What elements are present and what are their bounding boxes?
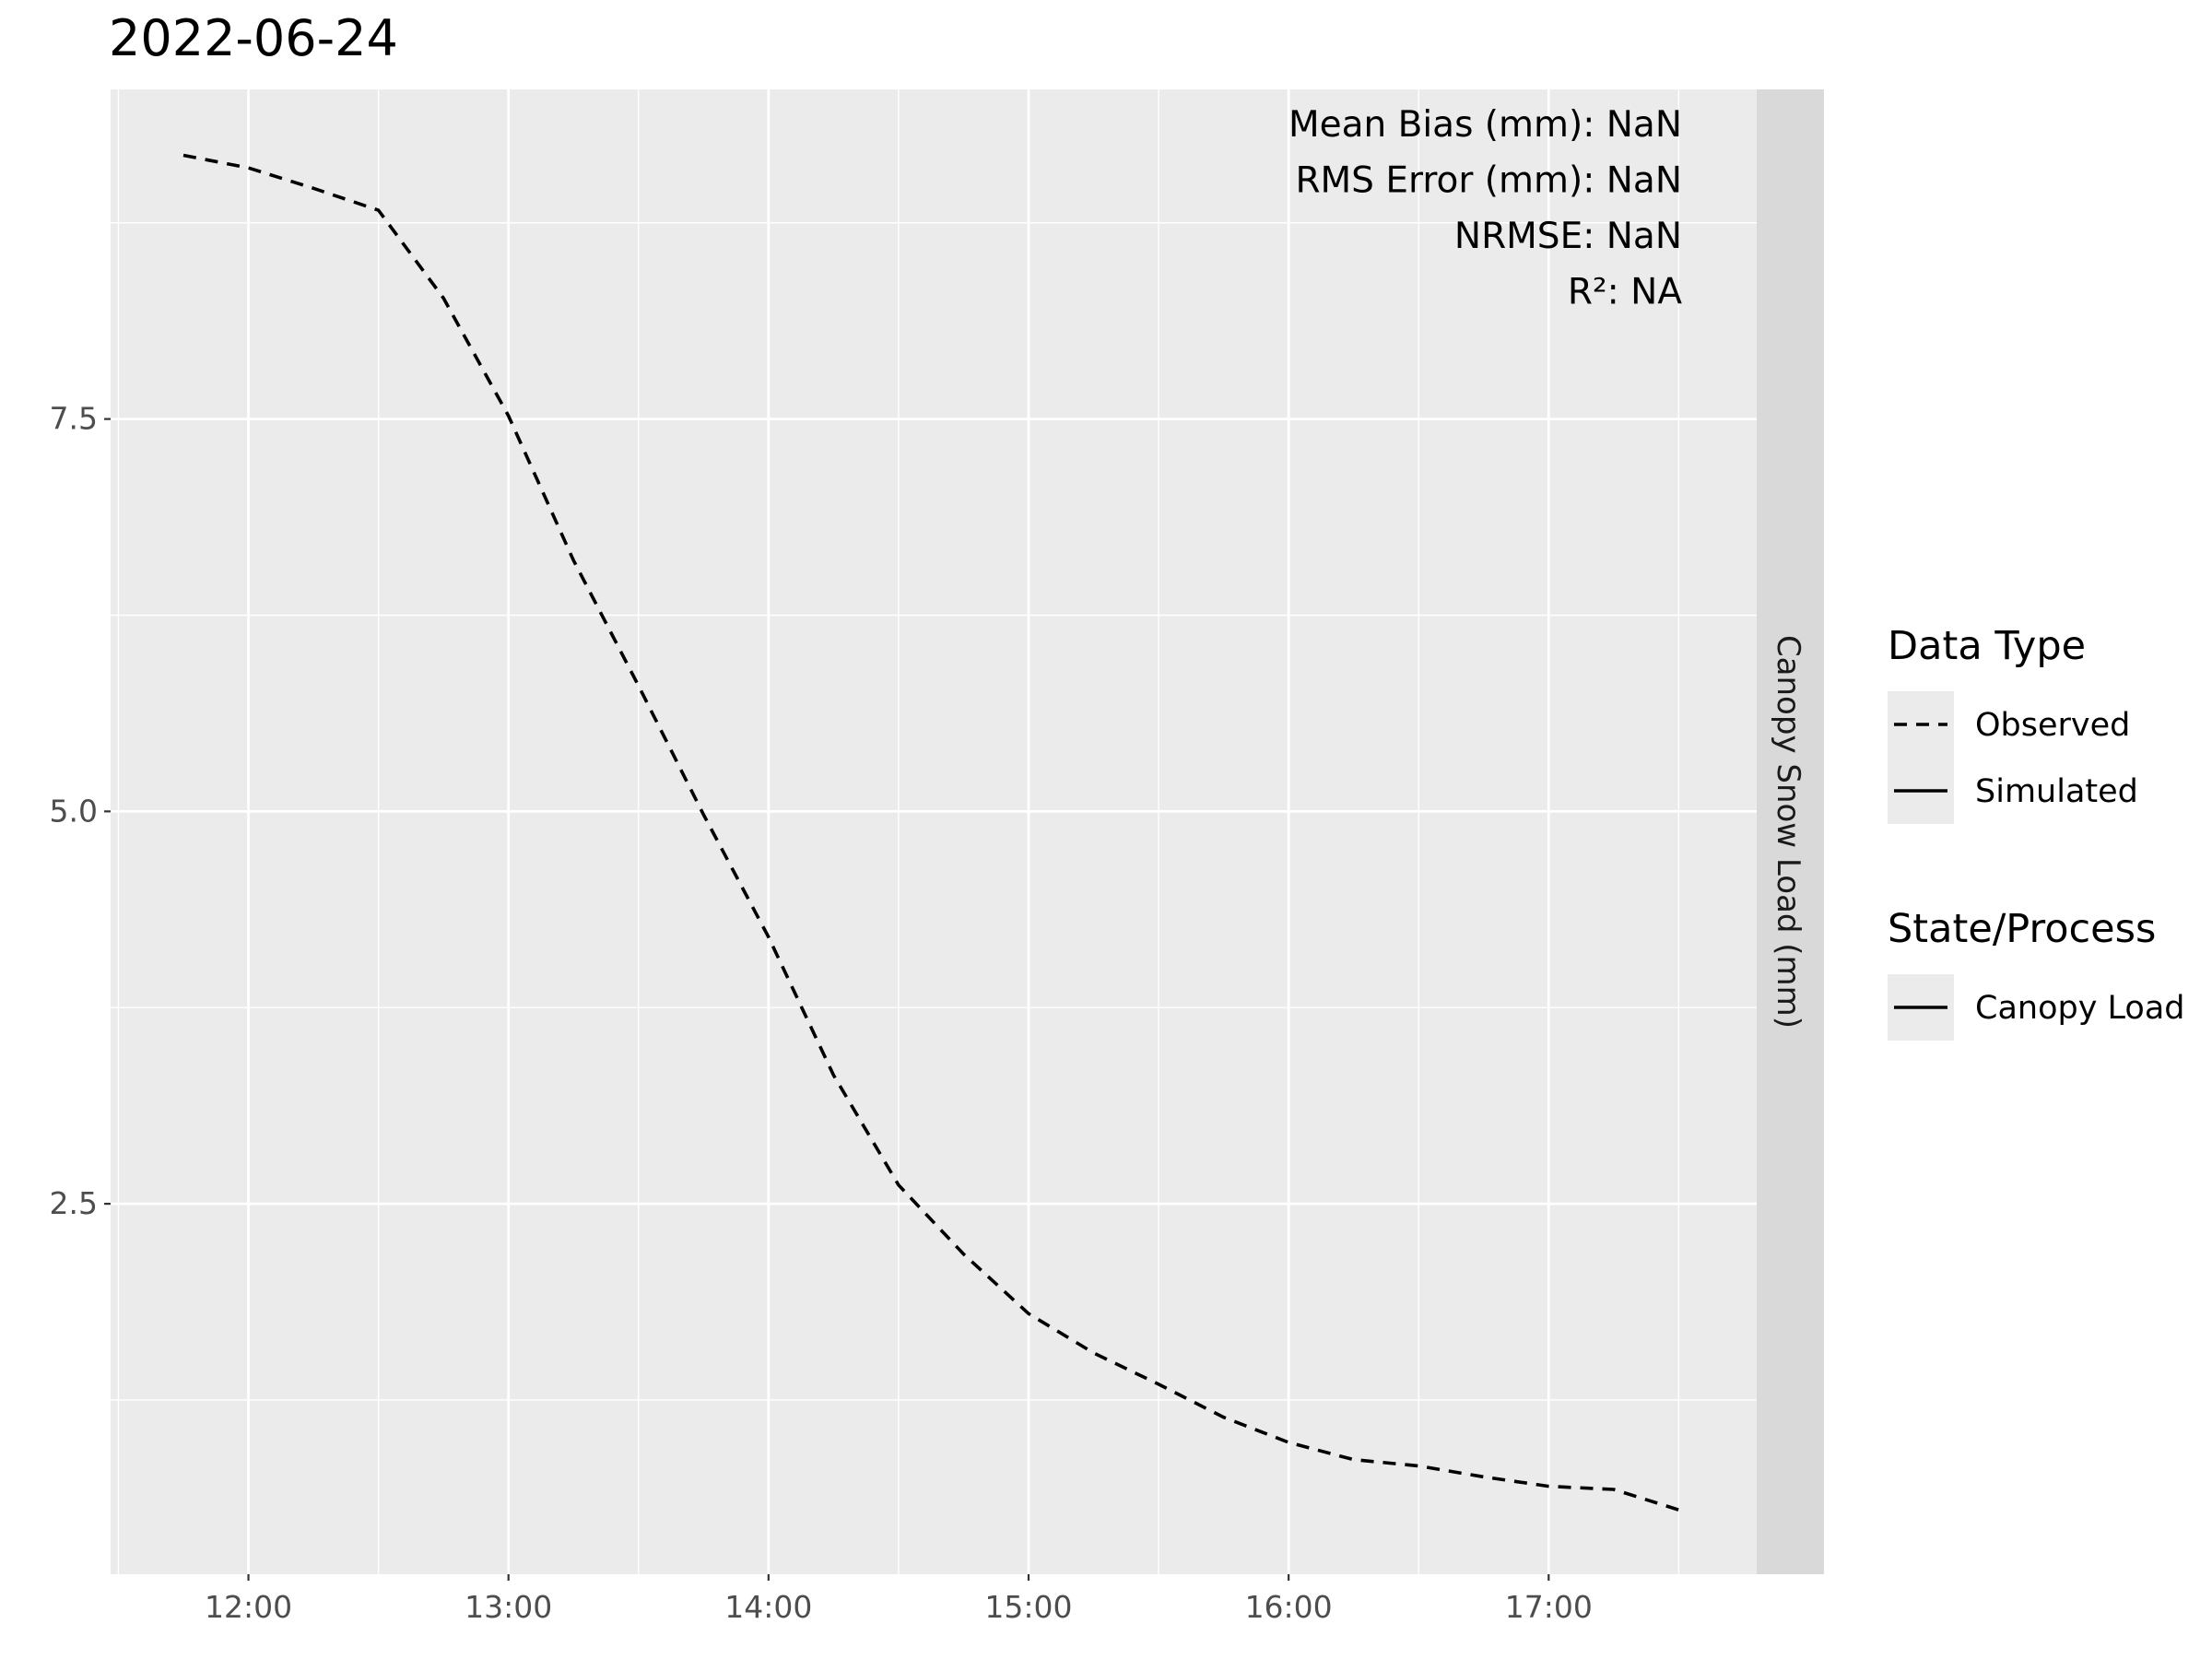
legend-title: Data Type bbox=[1888, 623, 2086, 669]
y-tick-label: 5.0 bbox=[50, 793, 98, 829]
observed-series-line bbox=[182, 153, 1679, 1512]
x-tick-label: 12:00 bbox=[205, 1589, 292, 1625]
x-tick-label: 16:00 bbox=[1245, 1589, 1333, 1625]
y-tick-label: 7.5 bbox=[50, 401, 98, 437]
y-axis-ticks: 2.5 5.0 7.5 bbox=[50, 401, 111, 1221]
legend-label: Canopy Load bbox=[1975, 990, 2185, 1027]
x-axis-ticks: 12:00 13:00 14:00 15:00 16:00 17:00 bbox=[205, 1574, 1593, 1625]
x-tick-label: 17:00 bbox=[1505, 1589, 1593, 1625]
major-x-gridlines bbox=[247, 89, 1550, 1574]
stat-line: NRMSE: NaN bbox=[1454, 216, 1682, 257]
minor-y-gridlines bbox=[111, 222, 1757, 1401]
facet-strip bbox=[1757, 89, 1824, 1574]
stat-line: Mean Bias (mm): NaN bbox=[1288, 104, 1682, 146]
x-tick-label: 15:00 bbox=[984, 1589, 1072, 1625]
facet-strip-label: Canopy Snow Load (mm) bbox=[1770, 635, 1806, 1029]
legend: Data Type Observed Simulated State/Process C… bbox=[1888, 623, 2185, 1041]
y-tick-label: 2.5 bbox=[50, 1185, 98, 1221]
legend-label: Observed bbox=[1975, 707, 2130, 744]
stat-line: RMS Error (mm): NaN bbox=[1295, 160, 1682, 202]
legend-title: State/Process bbox=[1888, 906, 2156, 952]
chart-title: 2022-06-24 bbox=[109, 9, 398, 67]
stats-annotation: Mean Bias (mm): NaN RMS Error (mm): NaN NR… bbox=[1288, 104, 1682, 313]
x-tick-label: 14:00 bbox=[724, 1589, 812, 1625]
x-tick-label: 13:00 bbox=[465, 1589, 552, 1625]
legend-label: Simulated bbox=[1975, 773, 2138, 810]
plot-panel bbox=[111, 89, 1757, 1574]
major-y-gridlines bbox=[111, 418, 1757, 1206]
stat-line: R²: NA bbox=[1568, 272, 1682, 313]
minor-x-gridlines bbox=[117, 89, 1680, 1574]
